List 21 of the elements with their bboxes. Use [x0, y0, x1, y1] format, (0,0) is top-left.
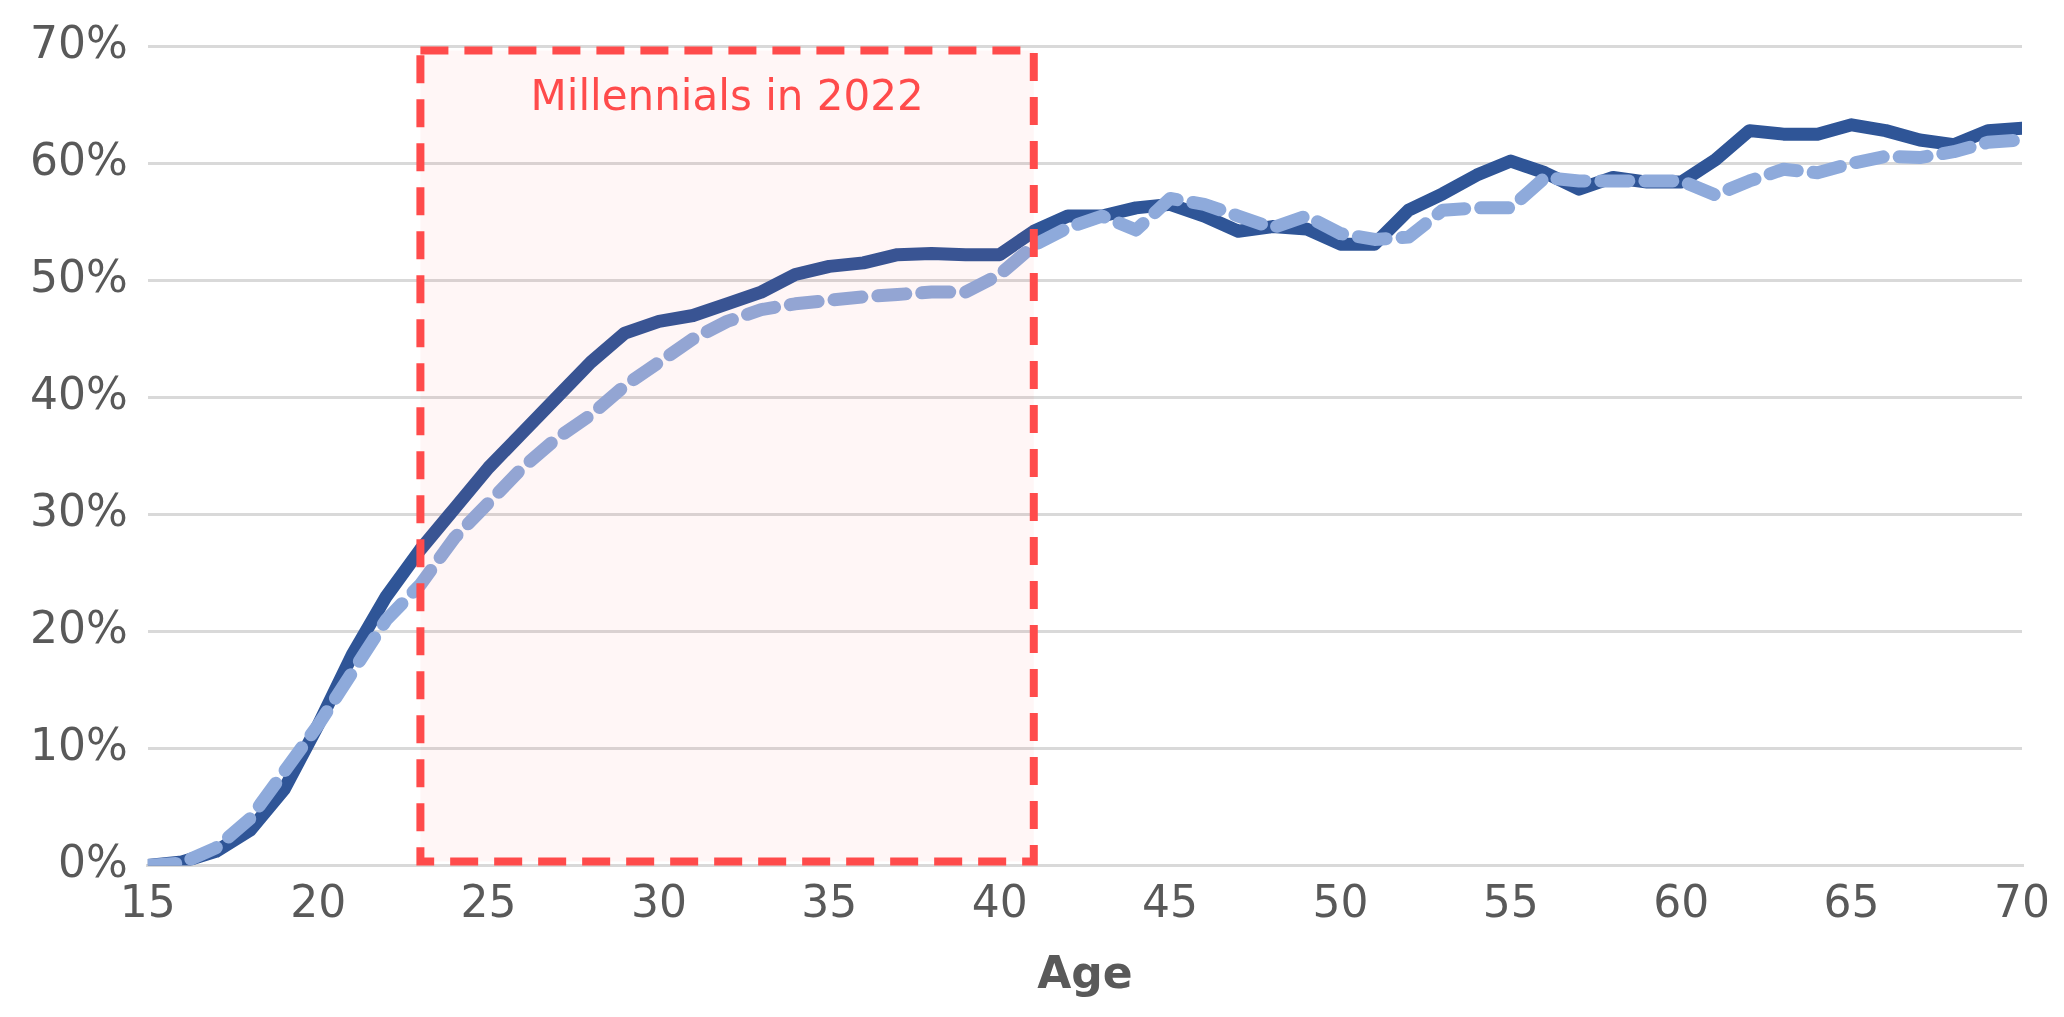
x-tick-label: 40 [971, 876, 1028, 928]
band-label: Millennials in 2022 [530, 71, 924, 121]
x-tick-label: 50 [1312, 876, 1369, 928]
x-tick-label: 15 [119, 876, 176, 928]
x-tick-label: 20 [290, 876, 347, 928]
x-axis-title: Age [1037, 947, 1133, 999]
y-tick-label: 40% [30, 367, 128, 419]
x-tick-label: 25 [460, 876, 517, 928]
x-tick-label: 35 [801, 876, 858, 928]
y-tick-label: 20% [30, 601, 128, 653]
x-tick-label: 65 [1823, 876, 1880, 928]
y-tick-label: 30% [30, 484, 128, 536]
x-tick-label: 45 [1142, 876, 1199, 928]
y-tick-label: 50% [30, 250, 128, 302]
y-tick-label: 70% [30, 16, 128, 68]
x-tick-label: 55 [1482, 876, 1539, 928]
y-tick-label: 60% [30, 133, 128, 185]
x-tick-label: 70 [1994, 876, 2051, 928]
y-tick-label: 10% [30, 718, 128, 770]
x-tick-label: 30 [630, 876, 687, 928]
x-tick-label: 60 [1653, 876, 1710, 928]
